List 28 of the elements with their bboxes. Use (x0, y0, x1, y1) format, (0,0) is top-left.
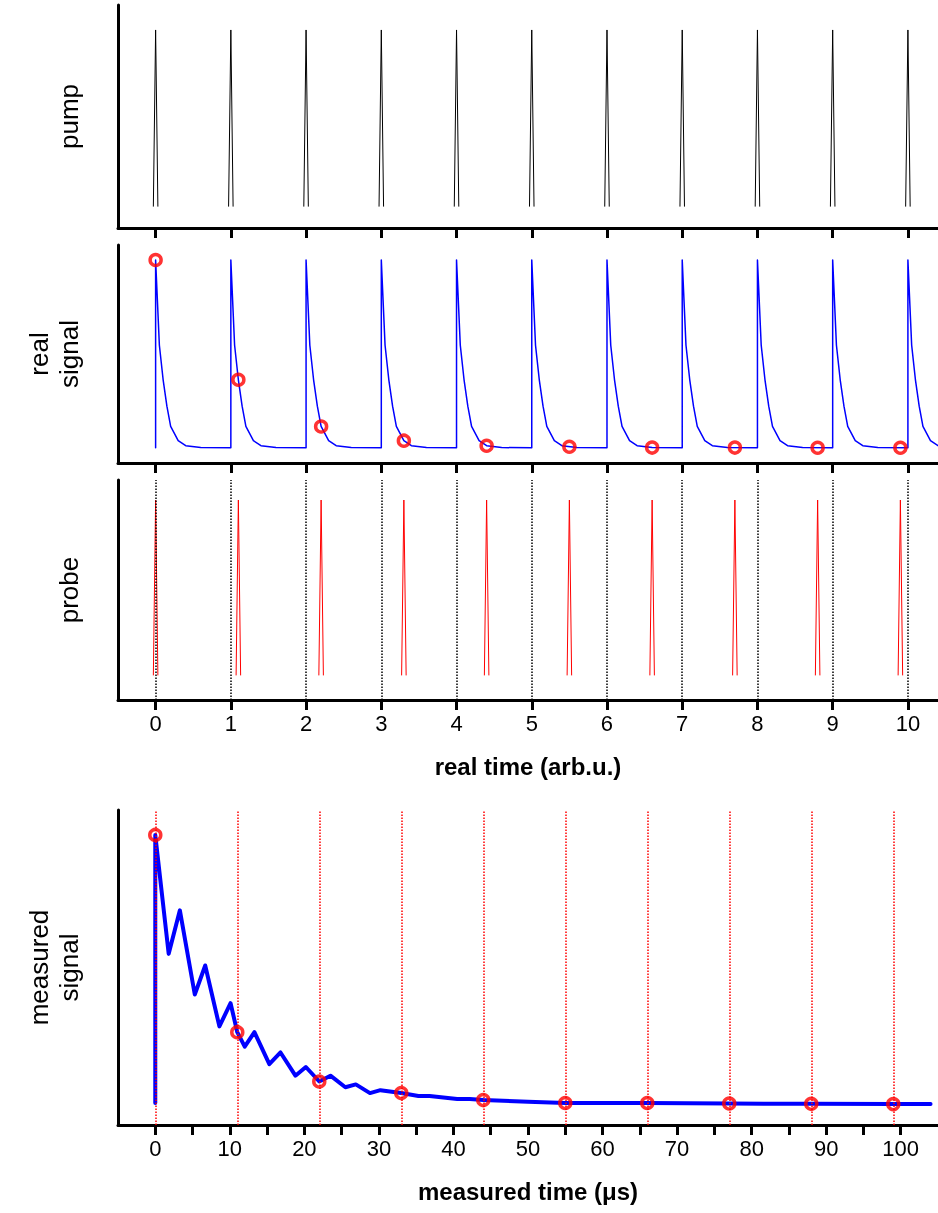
x-axis-title: real time (arb.u.) (434, 752, 622, 780)
x-tick-label: 100 (882, 1135, 920, 1161)
x-tick-label: 60 (590, 1135, 615, 1161)
x-tick-label: 10 (217, 1135, 243, 1161)
x-tick-label: 90 (813, 1135, 839, 1161)
x-tick-label: 2 (299, 710, 313, 736)
x-tick-label: 6 (600, 710, 614, 736)
x-tick-label: 50 (515, 1135, 541, 1161)
x-tick-label: 10 (895, 710, 921, 736)
x-tick-label: 9 (826, 710, 839, 736)
x-tick-label: 0 (149, 1135, 162, 1161)
y-axis-title: real signal (24, 320, 84, 388)
x-axis-title: measured time (μs) (417, 1177, 639, 1205)
x-tick-label: 20 (292, 1135, 317, 1161)
x-tick-label: 40 (441, 1135, 466, 1161)
y-axis-title: pump (54, 83, 84, 150)
y-axis-title: probe (54, 556, 84, 624)
x-tick-label: 30 (366, 1135, 392, 1161)
x-tick-label: 4 (450, 710, 463, 736)
x-tick-label: 3 (375, 710, 388, 736)
x-tick-label: 8 (751, 710, 764, 736)
x-tick-label: 70 (664, 1135, 690, 1161)
x-tick-label: 80 (739, 1135, 764, 1161)
x-tick-label: 0 (149, 710, 162, 736)
x-tick-label: 1 (224, 710, 237, 736)
x-tick-label: 7 (676, 710, 689, 736)
x-tick-label: 5 (525, 710, 538, 736)
y-axis-title: measured signal (24, 909, 84, 1026)
